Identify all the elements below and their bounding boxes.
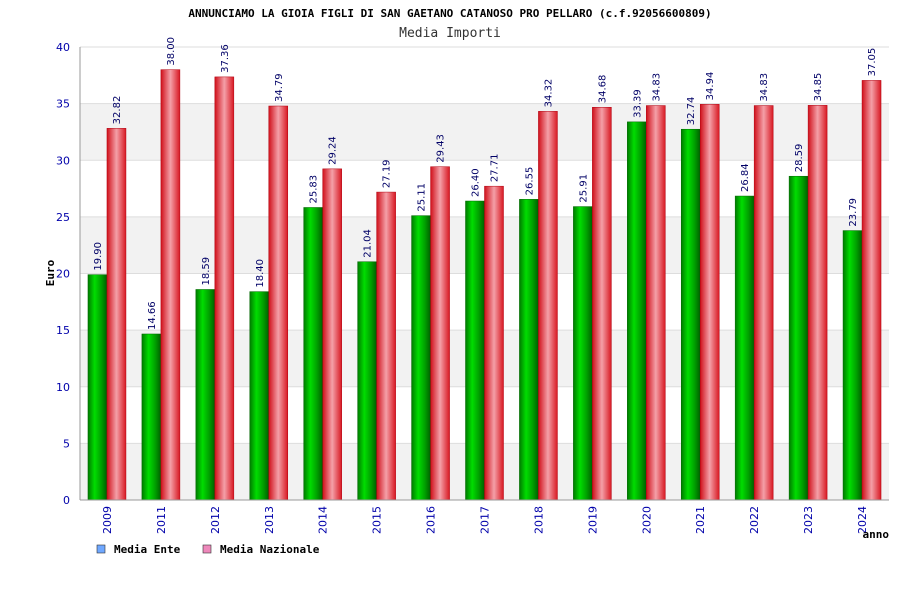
bar-value-label: 32.74	[686, 97, 697, 126]
bar-media-nazionale	[376, 191, 396, 501]
x-tick-label: 2022	[748, 506, 761, 534]
bar-media-nazionale	[538, 111, 558, 501]
bar-media-nazionale	[807, 105, 828, 501]
bar-value-label: 27.71	[490, 154, 501, 183]
x-tick-label: 2020	[640, 506, 653, 534]
bar-media-ente	[141, 333, 162, 501]
bar-media-nazionale	[646, 105, 666, 501]
bar-value-label: 34.79	[274, 73, 285, 102]
bar-media-nazionale	[699, 104, 720, 501]
y-tick-label: 10	[56, 381, 70, 394]
bar-value-label: 32.82	[112, 96, 123, 125]
bar-value-label: 18.40	[255, 259, 266, 288]
bar-media-nazionale	[592, 106, 612, 501]
bar-value-label: 26.55	[524, 167, 535, 196]
bar-value-label: 27.19	[382, 159, 393, 188]
bar-value-label: 25.91	[578, 174, 589, 203]
y-tick-label: 15	[56, 324, 70, 337]
y-tick-label: 30	[56, 154, 70, 167]
bar-media-ente	[357, 261, 377, 501]
bar-value-label: 29.24	[328, 136, 339, 165]
x-tick-label: 2009	[101, 506, 114, 534]
bar-media-ente	[788, 175, 809, 501]
bar-media-ente	[249, 291, 270, 501]
bar-media-ente	[465, 200, 485, 501]
bar-value-label: 25.83	[309, 175, 320, 204]
y-tick-label: 5	[63, 437, 70, 450]
x-tick-label: 2019	[586, 506, 599, 534]
x-tick-label: 2016	[425, 506, 438, 534]
x-axis-label: anno	[863, 528, 890, 541]
bar-media-ente	[303, 207, 323, 501]
bar-value-label: 34.68	[597, 75, 608, 104]
legend: Media Ente Media Nazionale	[96, 543, 320, 556]
bar-media-nazionale	[160, 69, 181, 501]
y-tick-label: 20	[56, 268, 70, 281]
bar-media-nazionale	[861, 80, 882, 501]
chart-subtitle: Media Importi	[399, 26, 501, 41]
legend-swatch-media-nazionale	[202, 544, 212, 554]
x-tick-label: 2018	[532, 506, 545, 534]
bar-value-label: 34.83	[759, 73, 770, 102]
bar-value-label: 34.32	[543, 79, 554, 108]
x-tick-label: 2023	[802, 506, 815, 534]
x-tick-label: 2013	[263, 506, 276, 534]
bar-media-ente	[842, 230, 863, 501]
bar-media-ente	[195, 289, 216, 501]
bar-value-label: 33.39	[632, 89, 643, 118]
bar-value-label: 34.94	[705, 72, 716, 101]
y-axis-label: Euro	[44, 259, 57, 286]
bar-media-ente	[87, 274, 108, 501]
y-tick-label: 0	[63, 494, 70, 507]
x-tick-label: 2021	[694, 506, 707, 534]
y-tick-label: 25	[56, 211, 70, 224]
legend-label-media-ente: Media Ente	[114, 543, 181, 556]
bar-media-nazionale	[214, 76, 235, 501]
bar-media-nazionale	[484, 185, 504, 501]
x-tick-label: 2011	[155, 506, 168, 534]
x-tick-label: 2015	[371, 506, 384, 534]
bar-value-label: 34.85	[813, 73, 824, 102]
bar-media-ente	[573, 206, 593, 501]
bar-value-label: 29.43	[436, 134, 447, 163]
legend-label-media-nazionale: Media Nazionale	[220, 543, 320, 556]
x-tick-label: 2012	[209, 506, 222, 534]
bar-value-label: 38.00	[166, 37, 177, 66]
x-axis-ticks: 2009 2011 2012 2013 2014 2015 2016 2017 2018 2019…	[101, 506, 869, 534]
bar-media-ente	[519, 199, 539, 501]
bar-value-label: 21.04	[363, 229, 374, 258]
bar-media-ente	[734, 195, 755, 501]
bar-media-nazionale	[322, 168, 342, 501]
legend-swatch-media-ente	[96, 544, 106, 554]
bar-value-label: 23.79	[848, 198, 859, 227]
x-tick-label: 2014	[317, 506, 330, 534]
bar-value-label: 18.59	[201, 257, 212, 286]
bar-value-label: 26.40	[471, 168, 482, 197]
bar-value-label: 26.84	[740, 163, 751, 192]
bar-media-ente	[411, 215, 431, 501]
chart-title: ANNUNCIAMO LA GIOIA FIGLI DI SAN GAETANO…	[188, 7, 711, 20]
bar-value-label: 37.05	[867, 48, 878, 77]
bar-media-nazionale	[106, 128, 127, 501]
bar-media-nazionale	[753, 105, 774, 501]
y-axis-ticks: 0 5 10 15 20 25 30 35 40	[56, 41, 70, 507]
bar-value-label: 19.90	[93, 242, 104, 271]
y-tick-label: 35	[56, 98, 70, 111]
bar-value-label: 14.66	[147, 301, 158, 330]
bar-media-nazionale	[268, 105, 289, 501]
bar-media-nazionale	[430, 166, 450, 501]
bar-value-label: 34.83	[651, 73, 662, 102]
bar-media-ente	[680, 128, 701, 501]
bar-value-label: 25.11	[417, 183, 428, 212]
bar-media-ente	[627, 121, 647, 501]
x-tick-label: 2024	[856, 506, 869, 534]
bar-value-label: 37.36	[220, 44, 231, 73]
bar-value-label: 28.59	[794, 144, 805, 173]
x-tick-label: 2017	[479, 506, 492, 534]
y-tick-label: 40	[56, 41, 70, 54]
bars: 19.90 32.82 14.66 38.00 18.59 37.36 18.40 34.79…	[87, 37, 882, 501]
